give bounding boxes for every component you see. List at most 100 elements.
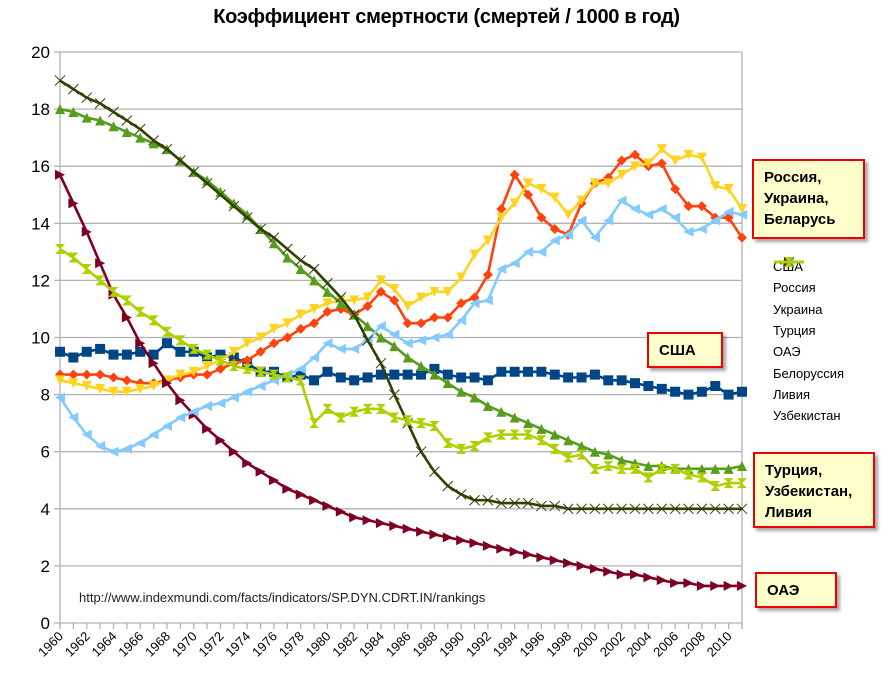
data-point	[469, 372, 480, 383]
x-tick-label: 2006	[650, 629, 681, 660]
data-point	[549, 224, 560, 235]
data-point	[375, 275, 386, 286]
data-point	[549, 235, 560, 246]
y-tick-label: 18	[31, 100, 50, 119]
data-point	[603, 460, 614, 471]
data-point	[335, 506, 346, 517]
x-tick-label: 1968	[142, 629, 173, 660]
data-point	[228, 392, 239, 403]
data-point	[68, 106, 79, 117]
data-point	[523, 189, 534, 200]
data-point	[563, 229, 574, 240]
data-point	[416, 418, 427, 429]
data-point	[349, 375, 360, 386]
data-point	[683, 149, 694, 160]
data-point	[228, 352, 239, 363]
data-point	[349, 343, 360, 354]
data-point	[576, 503, 587, 515]
data-point	[81, 369, 92, 380]
data-point	[108, 446, 119, 457]
data-point	[202, 175, 213, 186]
data-point	[416, 361, 427, 372]
data-point	[536, 423, 547, 434]
data-point	[121, 375, 132, 386]
data-point	[255, 332, 266, 343]
legend-item: Украина	[773, 257, 844, 320]
data-point	[723, 580, 734, 591]
data-point	[416, 318, 427, 329]
data-point	[295, 363, 306, 374]
data-point	[228, 361, 239, 372]
data-point	[630, 161, 641, 172]
data-point	[576, 449, 587, 460]
x-tick-label: 1982	[329, 629, 360, 660]
data-point	[215, 435, 226, 446]
data-point	[81, 346, 92, 357]
data-point	[309, 318, 320, 329]
data-point	[523, 366, 534, 377]
data-point	[135, 383, 146, 394]
data-point	[630, 463, 641, 474]
x-tick-label: 1978	[276, 629, 307, 660]
y-tick-label: 6	[41, 443, 50, 462]
callout-usa: США	[647, 332, 723, 368]
data-point	[429, 363, 440, 374]
x-tick-label: 1964	[89, 629, 120, 660]
data-point	[589, 563, 600, 574]
y-tick-label: 12	[31, 271, 50, 290]
data-point	[549, 429, 560, 440]
data-point	[281, 243, 293, 255]
data-point	[429, 421, 440, 432]
data-point	[135, 132, 146, 143]
legend-swatch-icon	[774, 257, 804, 267]
y-tick-label: 8	[41, 386, 50, 405]
legend-item: ОАЭ	[773, 257, 844, 362]
data-point	[402, 338, 413, 349]
series-line	[59, 147, 744, 394]
x-tick-label: 1960	[35, 629, 66, 660]
data-point	[656, 204, 667, 215]
data-point	[469, 494, 480, 506]
data-point	[309, 352, 320, 363]
data-point	[135, 338, 146, 349]
data-point	[482, 401, 493, 412]
y-tick-label: 4	[41, 500, 50, 519]
data-point	[322, 306, 333, 317]
data-point	[375, 321, 386, 332]
legend-item: Узбекистан	[773, 257, 844, 426]
data-point	[95, 343, 106, 354]
data-point	[656, 503, 668, 515]
data-point	[523, 549, 534, 560]
data-point	[709, 503, 721, 515]
data-point	[710, 181, 721, 192]
data-point	[469, 538, 480, 549]
data-point	[295, 255, 307, 266]
data-point	[188, 406, 199, 417]
data-point	[737, 478, 747, 489]
data-point	[202, 423, 213, 434]
data-point	[389, 283, 400, 294]
data-point	[710, 381, 721, 392]
data-point	[469, 298, 480, 309]
x-tick-label: 2010	[704, 629, 735, 660]
data-point	[496, 366, 507, 377]
data-point	[723, 478, 734, 489]
data-point	[442, 480, 454, 492]
data-point	[68, 378, 79, 389]
y-tick-label: 2	[41, 557, 50, 576]
data-point	[228, 346, 239, 357]
data-point	[442, 378, 453, 389]
data-point	[683, 503, 694, 515]
data-point	[442, 532, 453, 543]
data-point	[188, 166, 200, 178]
data-point	[603, 566, 614, 577]
data-point	[402, 352, 413, 363]
data-point	[121, 295, 132, 306]
data-point	[375, 332, 386, 343]
data-point	[335, 372, 346, 383]
data-point	[228, 198, 239, 209]
data-point	[482, 375, 493, 386]
data-point	[603, 375, 614, 386]
data-point	[268, 369, 279, 380]
